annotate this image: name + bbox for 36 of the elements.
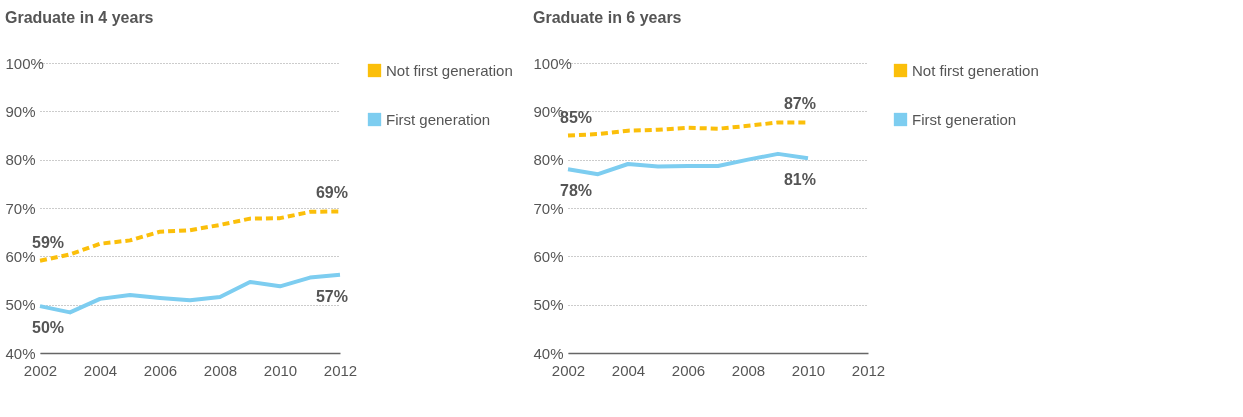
- y-tick-label: 40%: [5, 344, 36, 362]
- y-tick-label: 80%: [5, 151, 36, 169]
- x-tick-label: 2004: [611, 361, 646, 379]
- y-tick-label: 70%: [533, 199, 564, 217]
- y-tick-label: 100%: [5, 54, 44, 72]
- annotation: 57%: [315, 287, 348, 305]
- x-tick-label: 2012: [851, 361, 886, 379]
- legend-label: Not first generation: [912, 61, 1039, 79]
- y-tick-label: 80%: [533, 151, 564, 169]
- annotation: 81%: [783, 171, 816, 189]
- x-tick-label: 2006: [671, 361, 706, 379]
- y-tick-label: 40%: [533, 344, 564, 362]
- x-tick-label: 2008: [731, 361, 766, 379]
- y-tick-label: 50%: [5, 296, 36, 314]
- chart-title: Graduate in 6 years: [533, 9, 682, 26]
- x-tick-label: 2008: [203, 361, 238, 379]
- legend-label: First generation: [386, 110, 491, 128]
- annotation: 78%: [560, 182, 593, 200]
- annotation: 50%: [32, 319, 65, 337]
- annotation: 69%: [315, 184, 348, 202]
- y-tick-label: 70%: [5, 199, 36, 217]
- x-tick-label: 2004: [83, 361, 118, 379]
- y-tick-label: 100%: [533, 54, 572, 72]
- x-tick-label: 2012: [323, 361, 358, 379]
- x-tick-label: 2002: [23, 361, 58, 379]
- x-tick-label: 2002: [551, 361, 586, 379]
- legend-label: First generation: [912, 110, 1017, 128]
- y-tick-label: 60%: [533, 247, 564, 265]
- x-tick-label: 2010: [263, 361, 298, 379]
- y-tick-label: 90%: [5, 102, 36, 120]
- x-tick-label: 2006: [143, 361, 178, 379]
- chart-title: Graduate in 4 years: [5, 9, 154, 26]
- annotation: 87%: [783, 95, 816, 113]
- y-tick-label: 50%: [533, 296, 564, 314]
- x-tick-label: 2010: [791, 361, 826, 379]
- legend-label: Not first generation: [386, 61, 513, 79]
